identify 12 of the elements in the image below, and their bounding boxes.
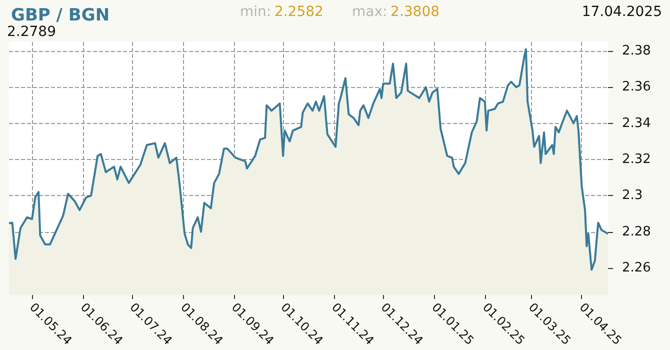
y-tick-label: 2.34 — [622, 116, 651, 131]
y-tick-label: 2.28 — [622, 224, 651, 240]
y-tick-label: 2.36 — [622, 80, 651, 95]
y-tick-label: 2.32 — [622, 152, 651, 167]
chart-title: GBP / BGN — [11, 6, 110, 26]
y-tick-label: 2.3 — [622, 188, 643, 204]
text: max: 2.3808 — [352, 4, 440, 20]
y-tick-label: 2.38 — [622, 44, 651, 59]
text: min: 2.2582 — [240, 4, 324, 20]
y-tick-label: 2.26 — [622, 260, 651, 276]
text: 2.2789 — [7, 24, 56, 40]
text: 17.04.2025 — [582, 4, 662, 20]
